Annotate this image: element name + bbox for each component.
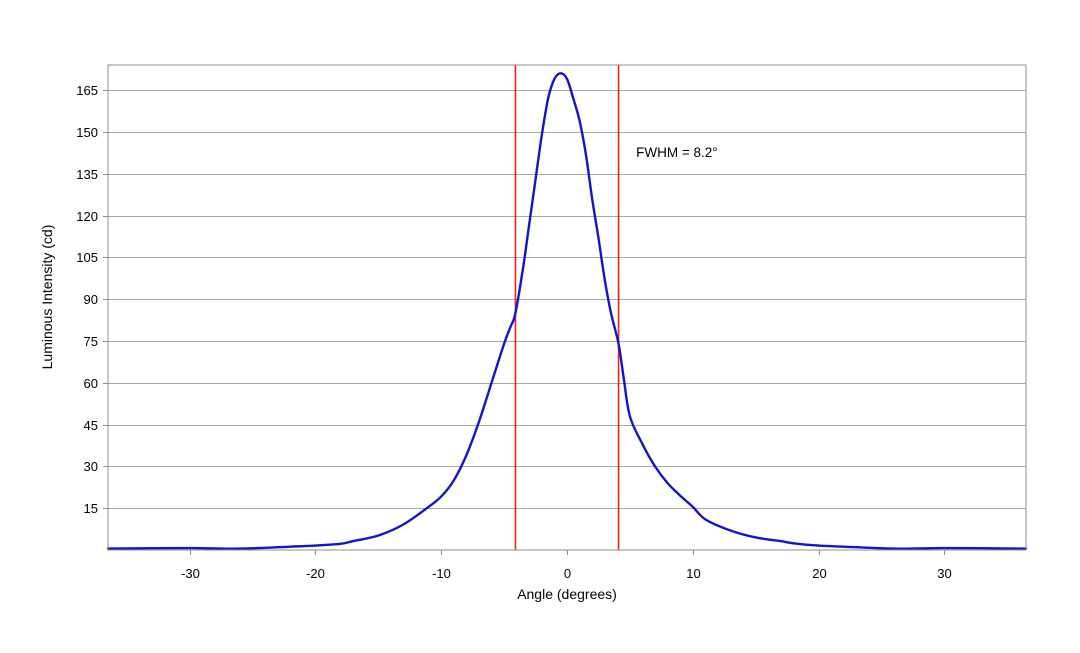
y-tick-label: 150 bbox=[76, 125, 98, 140]
y-tick-label: 120 bbox=[76, 209, 98, 224]
y-tick-label: 75 bbox=[84, 334, 98, 349]
x-tick-label: 20 bbox=[812, 566, 826, 581]
x-tick-label: -10 bbox=[432, 566, 451, 581]
x-tick-label: 30 bbox=[937, 566, 951, 581]
intensity-curve bbox=[106, 72, 1028, 550]
y-tick-label: 30 bbox=[84, 459, 98, 474]
y-tick-labels: 15 30 45 60 75 90 105 120 135 150 165 bbox=[76, 83, 98, 516]
plot-frame bbox=[107, 64, 1027, 551]
fwhm-annotation: FWHM = 8.2° bbox=[636, 145, 718, 160]
y-tick-label: 45 bbox=[84, 418, 98, 433]
plot-background bbox=[108, 65, 1026, 550]
y-tick-label: 90 bbox=[84, 292, 98, 307]
y-tick-label: 60 bbox=[84, 376, 98, 391]
x-axis-title: Angle (degrees) bbox=[517, 586, 617, 602]
annotations: FWHM = 8.2° bbox=[636, 145, 718, 160]
y-tick-label: 15 bbox=[84, 501, 98, 516]
x-tick-labels: -30 -20 -10 0 10 20 30 bbox=[181, 566, 952, 581]
y-tick-label: 135 bbox=[76, 167, 98, 182]
x-tick-label: 0 bbox=[564, 566, 571, 581]
x-tick-label: 10 bbox=[686, 566, 700, 581]
y-tick-label: 165 bbox=[76, 83, 98, 98]
y-axis-title: Luminous Intensity (cd) bbox=[39, 225, 55, 370]
x-tick-label: -30 bbox=[181, 566, 200, 581]
y-tick-label: 105 bbox=[76, 250, 98, 265]
x-tick-label: -20 bbox=[306, 566, 325, 581]
data-series bbox=[106, 72, 1028, 550]
grid-lines bbox=[103, 90, 1026, 555]
